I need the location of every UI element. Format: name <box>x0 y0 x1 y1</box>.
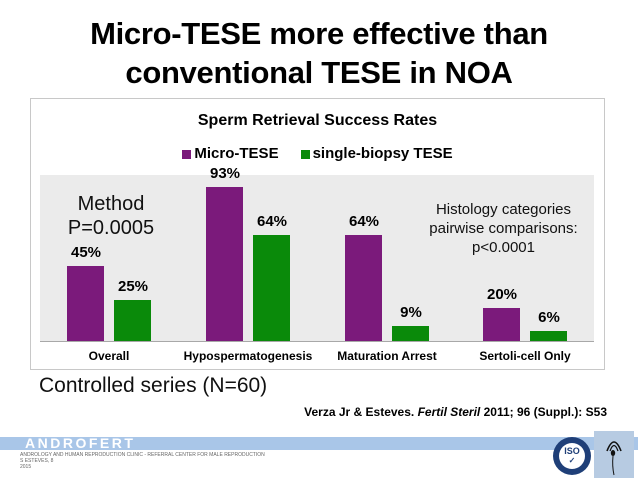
plot-area: 45% 25% 93% 64% 64% 9% 20% 6% <box>40 165 594 342</box>
category-label: Sertoli-cell Only <box>479 349 571 363</box>
bar-value-label: 93% <box>209 165 241 182</box>
bar-single-biopsy <box>530 331 567 341</box>
footer-text: ANDROLOGY AND HUMAN REPRODUCTION CLINIC … <box>20 452 265 470</box>
method-label: Method <box>77 193 145 215</box>
bar-single-biopsy <box>114 300 151 341</box>
subnote: Controlled series (N=60) <box>39 374 268 397</box>
method-annotation: Method P=0.0005 <box>51 192 171 240</box>
bar-micro-tese <box>483 308 520 341</box>
citation-authors: Verza Jr & Esteves. <box>304 405 415 419</box>
bar-micro-tese <box>206 187 243 341</box>
histology-pvalue: p<0.0001 <box>472 239 535 256</box>
bar-single-biopsy <box>392 326 429 341</box>
iso-badge-icon: ISO ✓ <box>553 437 591 475</box>
slide-title-line2: conventional TESE in NOA <box>125 55 513 90</box>
bar-value-label: 9% <box>400 304 422 321</box>
bar-micro-tese <box>345 235 382 341</box>
histology-line2: pairwise comparisons: <box>429 220 578 237</box>
footer-line1: ANDROLOGY AND HUMAN REPRODUCTION CLINIC … <box>20 452 265 458</box>
bar-value-label: 64% <box>348 213 380 230</box>
method-pvalue: P=0.0005 <box>67 217 155 239</box>
bar-value-label: 20% <box>486 286 518 303</box>
citation-journal: Fertil Steril <box>417 405 481 419</box>
histology-annotation: Histology categories pairwise comparison… <box>411 200 596 257</box>
chart-legend: Micro-TESE single-biopsy TESE <box>31 145 604 163</box>
bar-micro-tese <box>67 266 104 341</box>
bar-single-biopsy <box>253 235 290 341</box>
legend-swatch-single-biopsy <box>300 149 310 159</box>
citation-details: 2011; 96 (Suppl.): S53 <box>483 405 607 419</box>
category-label: Maturation Arrest <box>337 349 437 363</box>
bar-value-label: 6% <box>538 309 560 326</box>
footer-line3: 2015 <box>20 464 32 470</box>
sperm-logo-icon <box>594 431 634 478</box>
legend-item-single-biopsy: single-biopsy TESE <box>300 145 453 163</box>
legend-label: single-biopsy TESE <box>312 145 453 162</box>
chart-frame: Sperm Retrieval Success Rates Micro-TESE… <box>30 98 605 370</box>
bar-value-label: 64% <box>256 213 288 230</box>
chart-title: Sperm Retrieval Success Rates <box>197 112 438 129</box>
footer-line2: S ESTEVES, 8 <box>20 458 54 464</box>
citation: Verza Jr & Esteves. Fertil Steril 2011; … <box>304 405 607 419</box>
category-label: Hypospermatogenesis <box>183 349 313 363</box>
iso-label: ISO <box>564 446 580 456</box>
brand-logo-text: ANDROFERT <box>25 435 136 451</box>
legend-label: Micro-TESE <box>194 145 279 162</box>
legend-item-micro-tese: Micro-TESE <box>182 145 279 163</box>
footer-band <box>0 437 638 450</box>
bar-value-label: 45% <box>70 244 102 261</box>
category-label: Overall <box>88 349 130 363</box>
histology-line1: Histology categories <box>435 201 572 218</box>
slide-title: Micro-TESE more effective than conventio… <box>0 14 638 92</box>
legend-swatch-micro-tese <box>182 149 192 159</box>
slide-title-line1: Micro-TESE more effective than <box>90 16 548 51</box>
bar-value-label: 25% <box>117 278 149 295</box>
